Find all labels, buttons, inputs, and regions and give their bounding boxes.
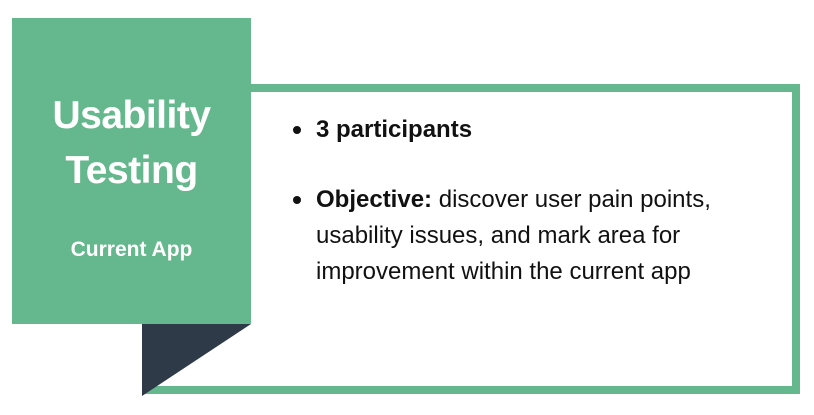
title-line-2: Testing [65,149,198,192]
title-line-1: Usability [52,94,211,137]
testing-details-list: 3 participants Objective: discover user … [282,112,752,324]
participants-text: 3 participants [316,116,473,143]
bullet-dot-icon [293,126,301,134]
objective-text: discover user pain points, usability iss… [316,186,711,285]
details-panel [142,84,800,394]
ribbon-fold-shape [142,324,251,396]
participants-bullet: 3 participants [282,112,752,148]
bullet-dot-icon [293,196,301,204]
objective-label: Objective: [316,186,433,213]
section-title: Usability Testing [12,88,251,198]
title-card: Usability Testing Current App [12,18,251,324]
section-subtitle: Current App [70,238,193,261]
objective-bullet: Objective: discover user pain points, us… [282,182,752,290]
